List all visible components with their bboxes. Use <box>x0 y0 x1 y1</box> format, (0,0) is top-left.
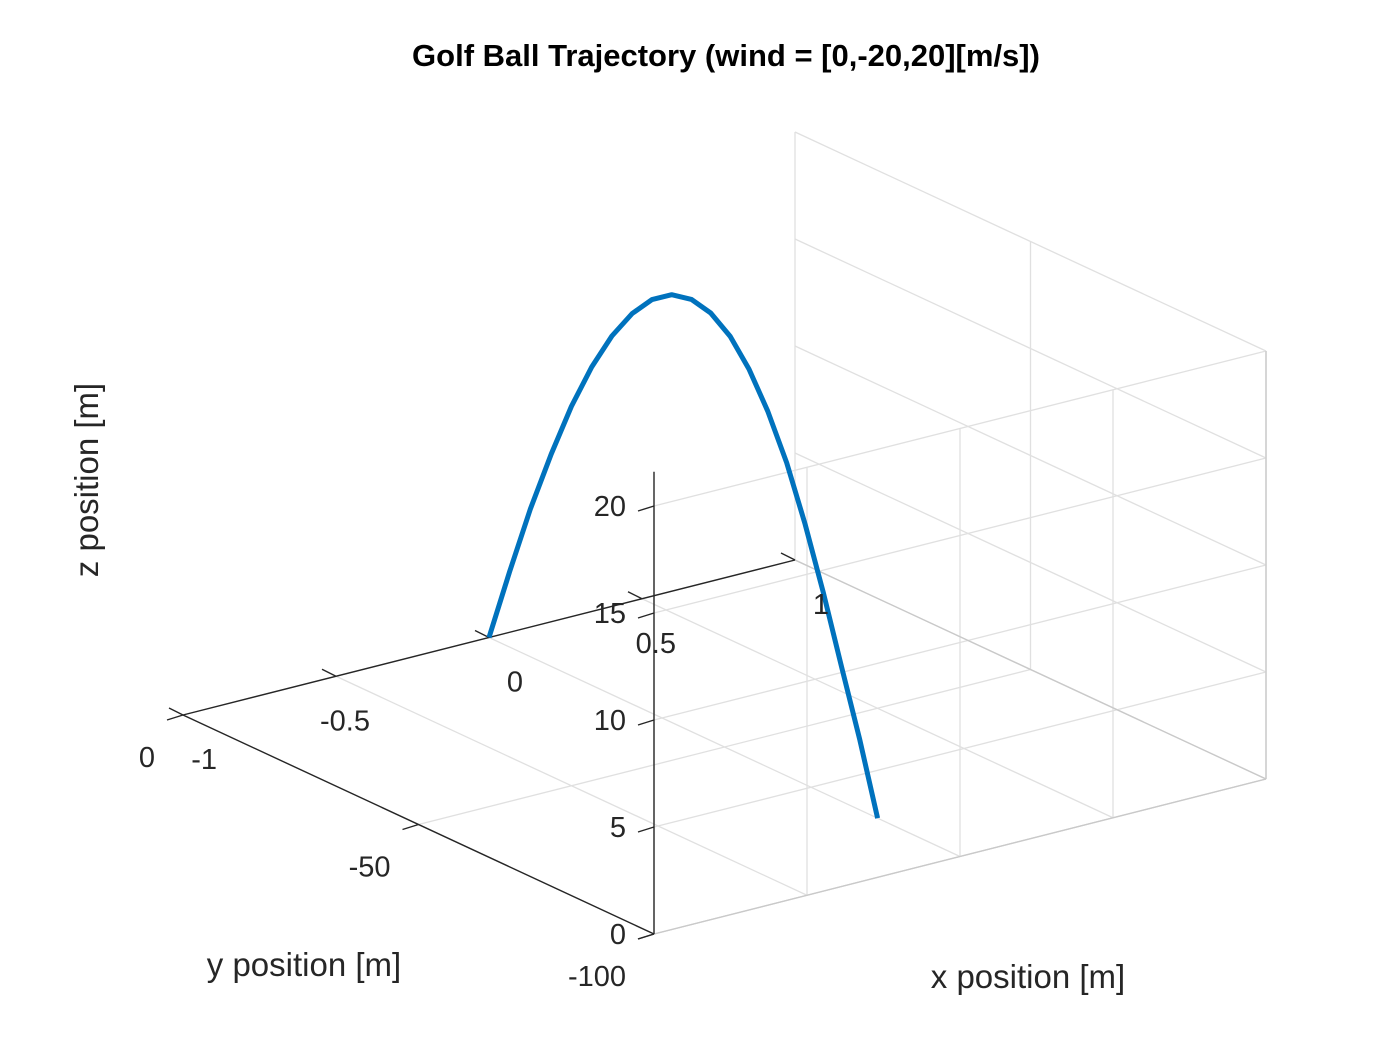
z-tick <box>637 612 655 619</box>
trajectory-line <box>486 292 881 819</box>
y-tick-label: -50 <box>349 852 391 884</box>
y-tick-label: -100 <box>568 961 626 993</box>
back-wall-gridline-z <box>653 671 1267 828</box>
x-tick-label: 1 <box>813 589 829 621</box>
side-wall-gridline-z <box>794 238 1267 459</box>
y-tick <box>166 714 184 721</box>
y-tick <box>402 823 419 831</box>
grid-lines <box>182 131 1267 935</box>
z-tick-label: 15 <box>594 598 626 630</box>
side-wall-gridline-z <box>794 131 1267 352</box>
back-wall-gridline-z <box>653 350 1267 507</box>
z-tick <box>637 826 655 833</box>
y-tick-label: 0 <box>139 742 155 774</box>
x-tick <box>321 668 337 677</box>
x-tick-label: 0 <box>507 667 523 699</box>
series-layer <box>486 292 881 819</box>
y-axis-label: y position [m] <box>207 946 401 983</box>
z-tick <box>637 719 655 726</box>
back-wall-gridline-z <box>653 564 1267 721</box>
y-tick <box>637 933 655 940</box>
x-axis-label: x position [m] <box>931 958 1125 995</box>
x-tick <box>168 707 184 716</box>
z-tick-label: 5 <box>610 812 626 844</box>
z-tick-label: 10 <box>594 705 626 737</box>
z-tick <box>637 505 655 512</box>
chart-title: Golf Ball Trajectory (wind = [0,-20,20][… <box>412 38 1040 73</box>
back-edge <box>653 778 1267 935</box>
z-tick-label: 0 <box>610 919 626 951</box>
back-wall-gridline-z <box>653 457 1267 614</box>
z-tick-label: 20 <box>594 491 626 523</box>
back-edge <box>794 559 1267 780</box>
side-wall-gridline-z <box>794 345 1267 566</box>
x-tick-label: -0.5 <box>320 705 370 737</box>
tick-labels: 0 5 10 15 20 0 -50 -100 -1 -0.5 0 0.5 1 <box>139 491 829 993</box>
x-tick <box>780 552 796 561</box>
axes <box>166 471 796 940</box>
x-tick <box>627 591 643 600</box>
x-tick-label: -1 <box>191 744 217 776</box>
x-tick-label: 0.5 <box>636 628 676 660</box>
x-tick <box>474 629 490 639</box>
z-axis-label: z position [m] <box>68 383 105 577</box>
side-wall-gridline-z <box>794 452 1267 673</box>
floor-gridline-y <box>418 668 1031 826</box>
